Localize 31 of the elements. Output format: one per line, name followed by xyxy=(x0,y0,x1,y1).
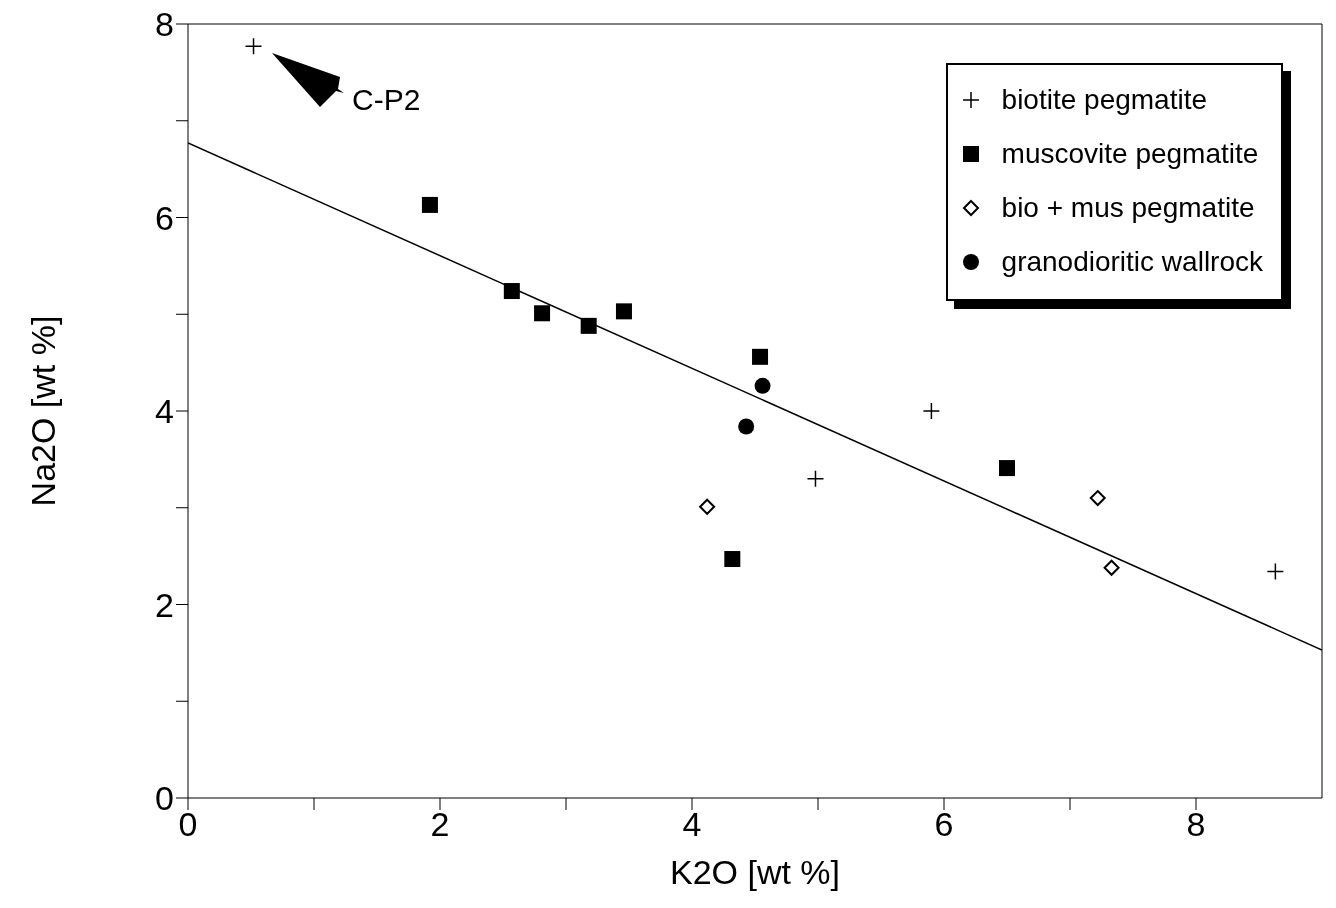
point xyxy=(999,460,1015,477)
x-tick-label: 2 xyxy=(430,805,450,844)
y-tick-label: 8 xyxy=(155,5,174,44)
point xyxy=(724,551,741,568)
y-tick-label: 4 xyxy=(155,392,174,431)
point xyxy=(922,402,941,420)
point xyxy=(752,348,769,365)
point xyxy=(534,305,551,322)
x-tick-label: 4 xyxy=(682,805,702,844)
y-tick-label: 2 xyxy=(155,585,174,624)
legend-label: biotite pegmatite xyxy=(1001,84,1208,116)
point xyxy=(1266,562,1285,581)
point xyxy=(615,303,632,320)
y-tick-label: 6 xyxy=(155,198,174,237)
annotation: C-P2 xyxy=(352,83,421,117)
point xyxy=(754,377,771,394)
y-axis-title: Na2O [wt %] xyxy=(24,315,63,507)
x-axis-title: K2O [wt %] xyxy=(669,853,841,891)
point xyxy=(1089,490,1106,507)
legend-label: granodioritic wallrock xyxy=(1001,246,1263,278)
point xyxy=(244,37,263,55)
point xyxy=(806,469,825,488)
point xyxy=(699,498,716,515)
point xyxy=(421,196,438,213)
legend-label: muscovite pegmatite xyxy=(1001,138,1259,170)
x-tick-label: 6 xyxy=(934,805,954,844)
point xyxy=(1103,559,1120,576)
legend-label: bio + mus pegmatite xyxy=(1001,192,1255,224)
x-tick-label: 8 xyxy=(1186,805,1206,844)
y-tick-label: 0 xyxy=(155,779,174,818)
point xyxy=(738,418,755,435)
